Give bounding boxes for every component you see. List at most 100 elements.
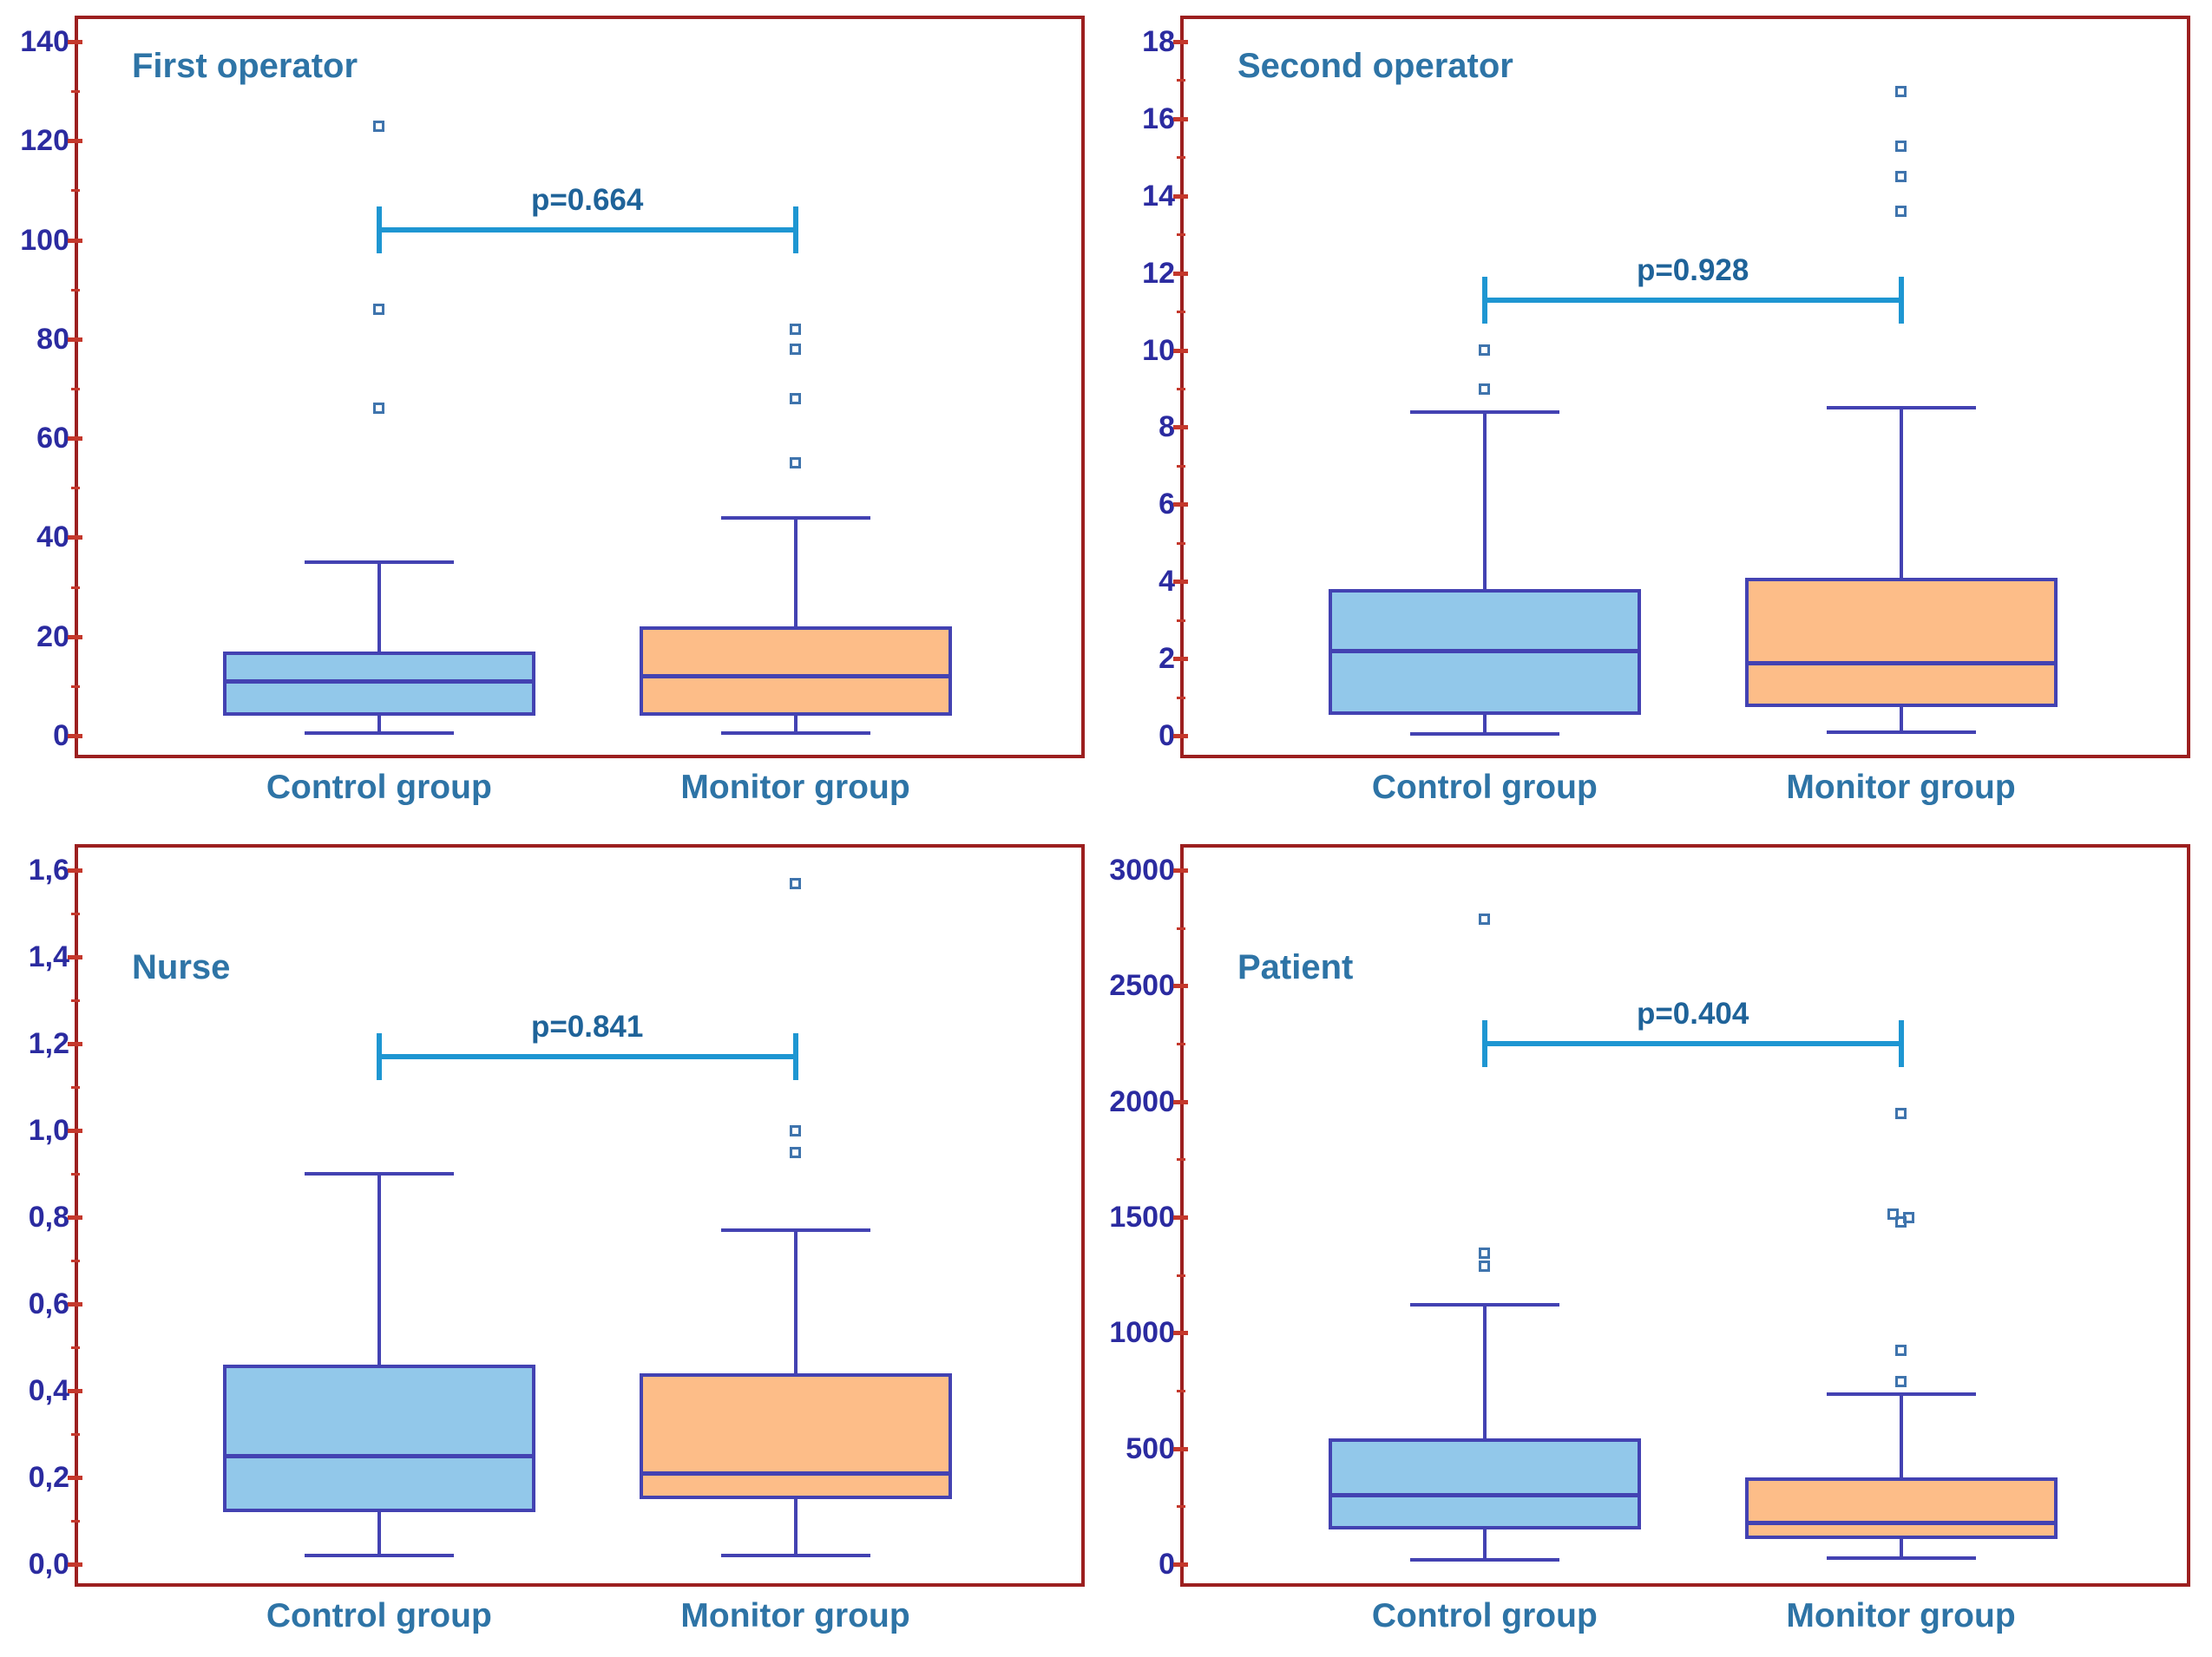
y-minor-tick-mark: [71, 388, 80, 390]
p-bracket-line: [378, 1054, 796, 1059]
p-value-label: p=0.841: [530, 1010, 644, 1044]
p-bracket-line: [378, 227, 796, 233]
y-tick-mark: [68, 436, 82, 442]
p-bracket-left-end: [1481, 276, 1487, 324]
median-line: [1328, 649, 1641, 654]
p-bracket-left-end: [376, 206, 382, 254]
y-minor-tick-mark: [1177, 1505, 1185, 1509]
y-minor-tick-mark: [1177, 927, 1185, 930]
y-minor-tick-mark: [71, 90, 80, 94]
y-tick-mark: [68, 337, 82, 342]
y-tick-label: 3000: [1109, 854, 1175, 887]
y-minor-tick-mark: [1177, 388, 1185, 390]
outlier-marker: [1479, 1247, 1491, 1259]
y-tick-label: 60: [36, 422, 69, 455]
median-line: [639, 674, 952, 679]
y-tick-mark: [1173, 984, 1188, 989]
y-tick-mark: [68, 1215, 82, 1220]
y-tick-mark: [68, 1562, 82, 1567]
panel-title: Patient: [1237, 948, 1354, 986]
upper-whisker: [377, 1174, 381, 1365]
p-bracket-right-end: [1898, 1020, 1904, 1067]
outlier-marker: [373, 120, 385, 132]
y-minor-tick-mark: [71, 684, 80, 688]
iqr-box: [222, 1365, 535, 1512]
x-category-control: Control group: [1371, 1597, 1598, 1634]
lower-whisker: [1899, 706, 1903, 732]
median-line: [1744, 1521, 2058, 1525]
lower-whisker: [1482, 1529, 1487, 1560]
panel-first-operator: First operator p=0.664 Control group Mon…: [0, 0, 1106, 828]
y-minor-tick-mark: [1177, 1043, 1185, 1045]
p-bracket-left-end: [1481, 1020, 1487, 1067]
y-tick-label: 1,2: [28, 1027, 69, 1060]
p-bracket-left-end: [376, 1033, 382, 1080]
upper-whisker-cap: [720, 515, 870, 520]
upper-whisker: [793, 517, 798, 627]
lower-whisker-cap: [304, 731, 454, 736]
y-minor-tick-mark: [1177, 233, 1185, 237]
y-tick-label: 0: [1159, 1548, 1175, 1581]
y-tick-label: 4: [1159, 565, 1175, 599]
y-tick-label: 12: [1142, 256, 1175, 290]
y-tick-mark: [1173, 1331, 1188, 1336]
outlier-marker: [790, 343, 802, 355]
upper-whisker: [793, 1230, 798, 1373]
y-tick-label: 0: [1159, 719, 1175, 752]
upper-whisker: [1899, 1394, 1903, 1477]
y-tick-label: 140: [20, 25, 69, 58]
lower-whisker-cap: [1826, 1556, 1976, 1561]
iqr-box: [1328, 1438, 1641, 1529]
y-minor-tick-mark: [1177, 1390, 1185, 1392]
y-tick-mark: [68, 40, 82, 44]
panel-title: Nurse: [132, 948, 231, 986]
y-minor-tick-mark: [71, 1346, 80, 1349]
outlier-marker: [1903, 1211, 1915, 1223]
y-tick-mark: [1173, 502, 1188, 508]
y-minor-tick-mark: [71, 999, 80, 1002]
lower-whisker-cap: [1409, 731, 1559, 736]
y-tick-mark: [1173, 734, 1188, 738]
p-bracket-right-end: [1898, 276, 1904, 324]
y-minor-tick-mark: [71, 1173, 80, 1176]
y-tick-label: 0: [53, 719, 69, 752]
y-tick-mark: [1173, 1099, 1188, 1104]
y-tick-label: 120: [20, 124, 69, 158]
lower-whisker-cap: [720, 1554, 870, 1557]
y-minor-tick-mark: [71, 1520, 80, 1523]
y-tick-label: 2: [1159, 642, 1175, 676]
y-tick-label: 1,0: [28, 1114, 69, 1147]
outlier-marker: [1895, 206, 1907, 218]
upper-whisker-cap: [1826, 406, 1976, 410]
outlier-marker: [1479, 344, 1491, 357]
outlier-marker: [790, 1124, 802, 1136]
y-tick-label: 0,6: [28, 1287, 69, 1320]
x-category-monitor: Monitor group: [1786, 1597, 2016, 1634]
lower-whisker-cap: [304, 1554, 454, 1557]
y-tick-label: 16: [1142, 102, 1175, 135]
p-bracket-line: [1484, 297, 1901, 303]
outlier-marker: [1895, 1375, 1907, 1387]
outlier-marker: [790, 877, 802, 889]
outlier-marker: [790, 457, 802, 469]
lower-whisker: [793, 716, 798, 734]
outlier-marker: [1887, 1208, 1900, 1220]
y-tick-label: 1000: [1109, 1316, 1175, 1350]
iqr-box: [639, 626, 952, 717]
panel-title: First operator: [132, 47, 358, 85]
upper-whisker-cap: [304, 560, 454, 564]
upper-whisker: [377, 562, 381, 652]
y-minor-tick-mark: [1177, 311, 1185, 314]
y-tick-label: 1,4: [28, 940, 69, 973]
p-value-label: p=0.404: [1636, 997, 1749, 1031]
iqr-box: [639, 1373, 952, 1499]
x-category-monitor: Monitor group: [1786, 769, 2016, 806]
upper-whisker: [1482, 411, 1487, 590]
y-tick-label: 500: [1126, 1431, 1175, 1465]
plot-area-nurse: Nurse p=0.841: [75, 844, 1085, 1587]
y-tick-label: 10: [1142, 333, 1175, 367]
outlier-marker: [1479, 1260, 1491, 1272]
x-category-control: Control group: [266, 1597, 492, 1634]
y-tick-label: 100: [20, 223, 69, 257]
lower-whisker-cap: [1826, 730, 1976, 734]
